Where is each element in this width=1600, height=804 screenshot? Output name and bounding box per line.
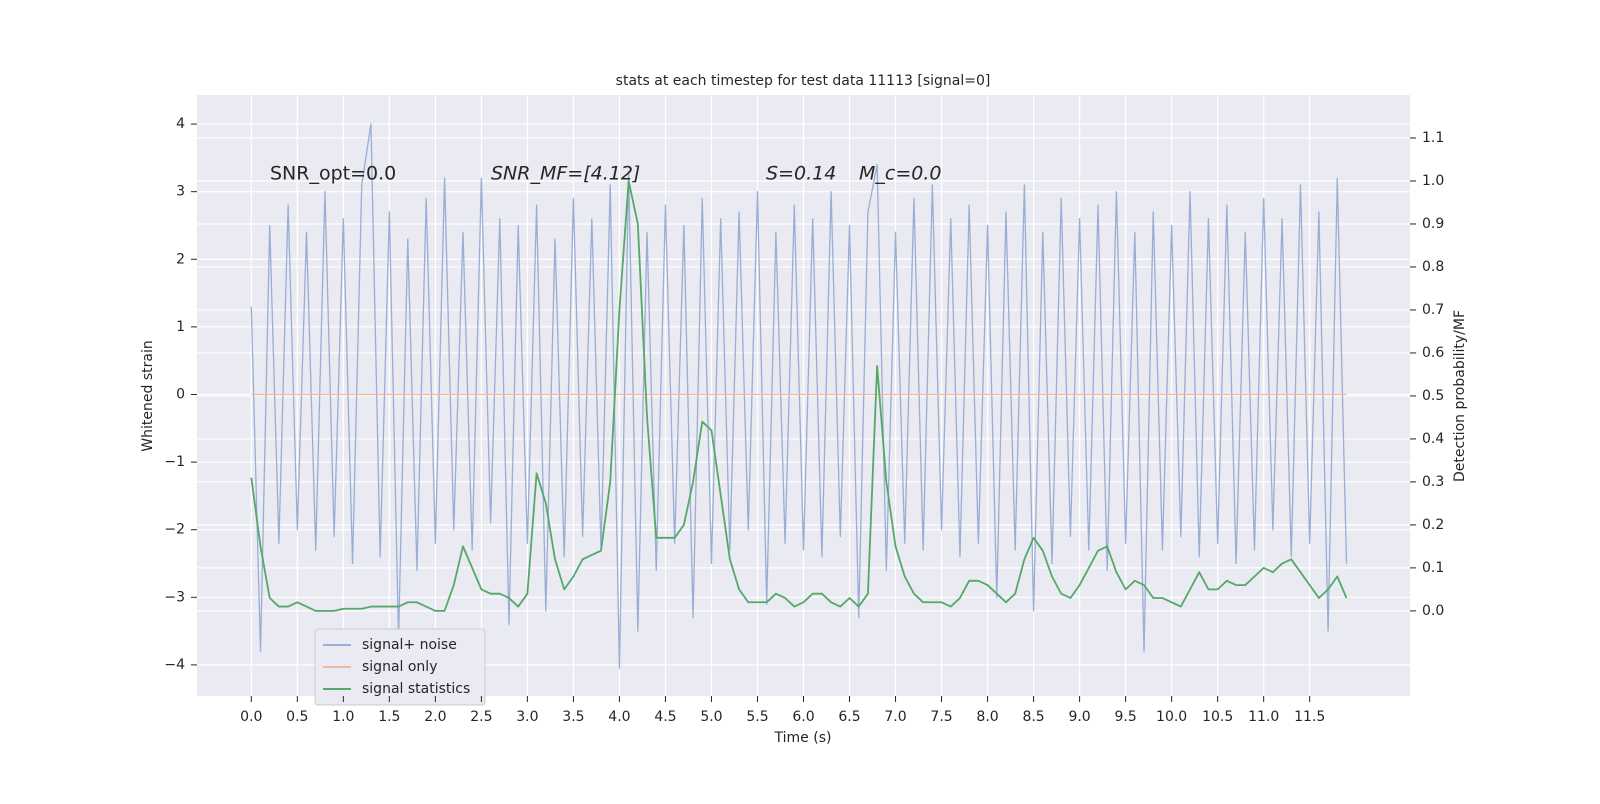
- x-tick-label: 5.0: [700, 709, 722, 725]
- y2-tick-label: 0.4: [1422, 431, 1444, 447]
- y-tick-label: 1: [176, 319, 185, 335]
- x-tick-label: 1.0: [332, 709, 354, 725]
- x-tick-label: 8.0: [976, 709, 998, 725]
- annotation: S=0.14: [766, 163, 836, 185]
- marks: [250, 123, 1348, 669]
- y2-axis-label: Detection probability/MF: [1452, 310, 1468, 482]
- annotation: M_c=0.0: [859, 163, 941, 185]
- x-tick-label: 10.5: [1202, 709, 1233, 725]
- x-tick-label: 2.5: [470, 709, 492, 725]
- y-tick-label: −1: [164, 454, 185, 470]
- y2-tick-label: 0.6: [1422, 345, 1444, 361]
- x-axis-label: Time (s): [774, 730, 832, 746]
- x-tick-label: 9.0: [1068, 709, 1090, 725]
- y-axis-label: Whitened strain: [140, 340, 156, 451]
- legend: signal+ noise signal only signal statistic…: [314, 628, 486, 706]
- y2-tick-label: 0.0: [1422, 603, 1444, 619]
- y2-tick-label: 0.5: [1422, 388, 1444, 404]
- x-tick-label: 2.0: [424, 709, 446, 725]
- x-tick-label: 0.5: [286, 709, 308, 725]
- x-tick-label: 9.5: [1114, 709, 1136, 725]
- y2-tick-label: 0.8: [1422, 259, 1444, 275]
- y-tick-label: −3: [164, 589, 185, 605]
- y2-tick-label: 0.2: [1422, 517, 1444, 533]
- y-tick-label: −2: [164, 522, 185, 538]
- y2-tick-label: 0.3: [1422, 474, 1444, 490]
- x-tick-label: 5.5: [746, 709, 768, 725]
- legend-label: signal+ noise: [362, 637, 457, 653]
- x-tick-label: 4.5: [654, 709, 676, 725]
- grid: [197, 95, 1410, 696]
- x-tick-label: 10.0: [1156, 709, 1187, 725]
- annotation: SNR_MF=[4.12]: [491, 163, 640, 185]
- annotation: SNR_opt=0.0: [270, 163, 396, 185]
- x-tick-label: 7.5: [930, 709, 952, 725]
- y2-tick-label: 0.1: [1422, 560, 1444, 576]
- x-tick-label: 0.0: [240, 709, 262, 725]
- y-tick-label: 4: [176, 116, 185, 132]
- y-tick-label: 2: [176, 251, 185, 267]
- x-tick-label: 3.0: [516, 709, 538, 725]
- x-tick-label: 11.5: [1294, 709, 1325, 725]
- x-tick-label: 1.5: [378, 709, 400, 725]
- x-tick-label: 11.0: [1248, 709, 1279, 725]
- y2-tick-label: 0.9: [1422, 216, 1444, 232]
- y-tick-label: 0: [176, 386, 185, 402]
- x-tick-label: 7.0: [884, 709, 906, 725]
- legend-box: [314, 628, 486, 706]
- x-tick-label: 3.5: [562, 709, 584, 725]
- x-tick-label: 6.5: [838, 709, 860, 725]
- y2-tick-label: 0.7: [1422, 302, 1444, 318]
- y-tick-label: 3: [176, 184, 185, 200]
- y2-tick-label: 1.1: [1422, 130, 1444, 146]
- series-line: [250, 123, 1348, 669]
- y-tick-label: −4: [164, 657, 185, 673]
- legend-label: signal only: [362, 659, 437, 675]
- chart-title: stats at each timestep for test data 111…: [616, 73, 991, 89]
- x-tick-label: 6.0: [792, 709, 814, 725]
- legend-label: signal statistics: [362, 681, 470, 697]
- y2-tick-label: 1.0: [1422, 173, 1444, 189]
- x-tick-label: 4.0: [608, 709, 630, 725]
- x-tick-label: 8.5: [1022, 709, 1044, 725]
- series-line: [250, 180, 1348, 612]
